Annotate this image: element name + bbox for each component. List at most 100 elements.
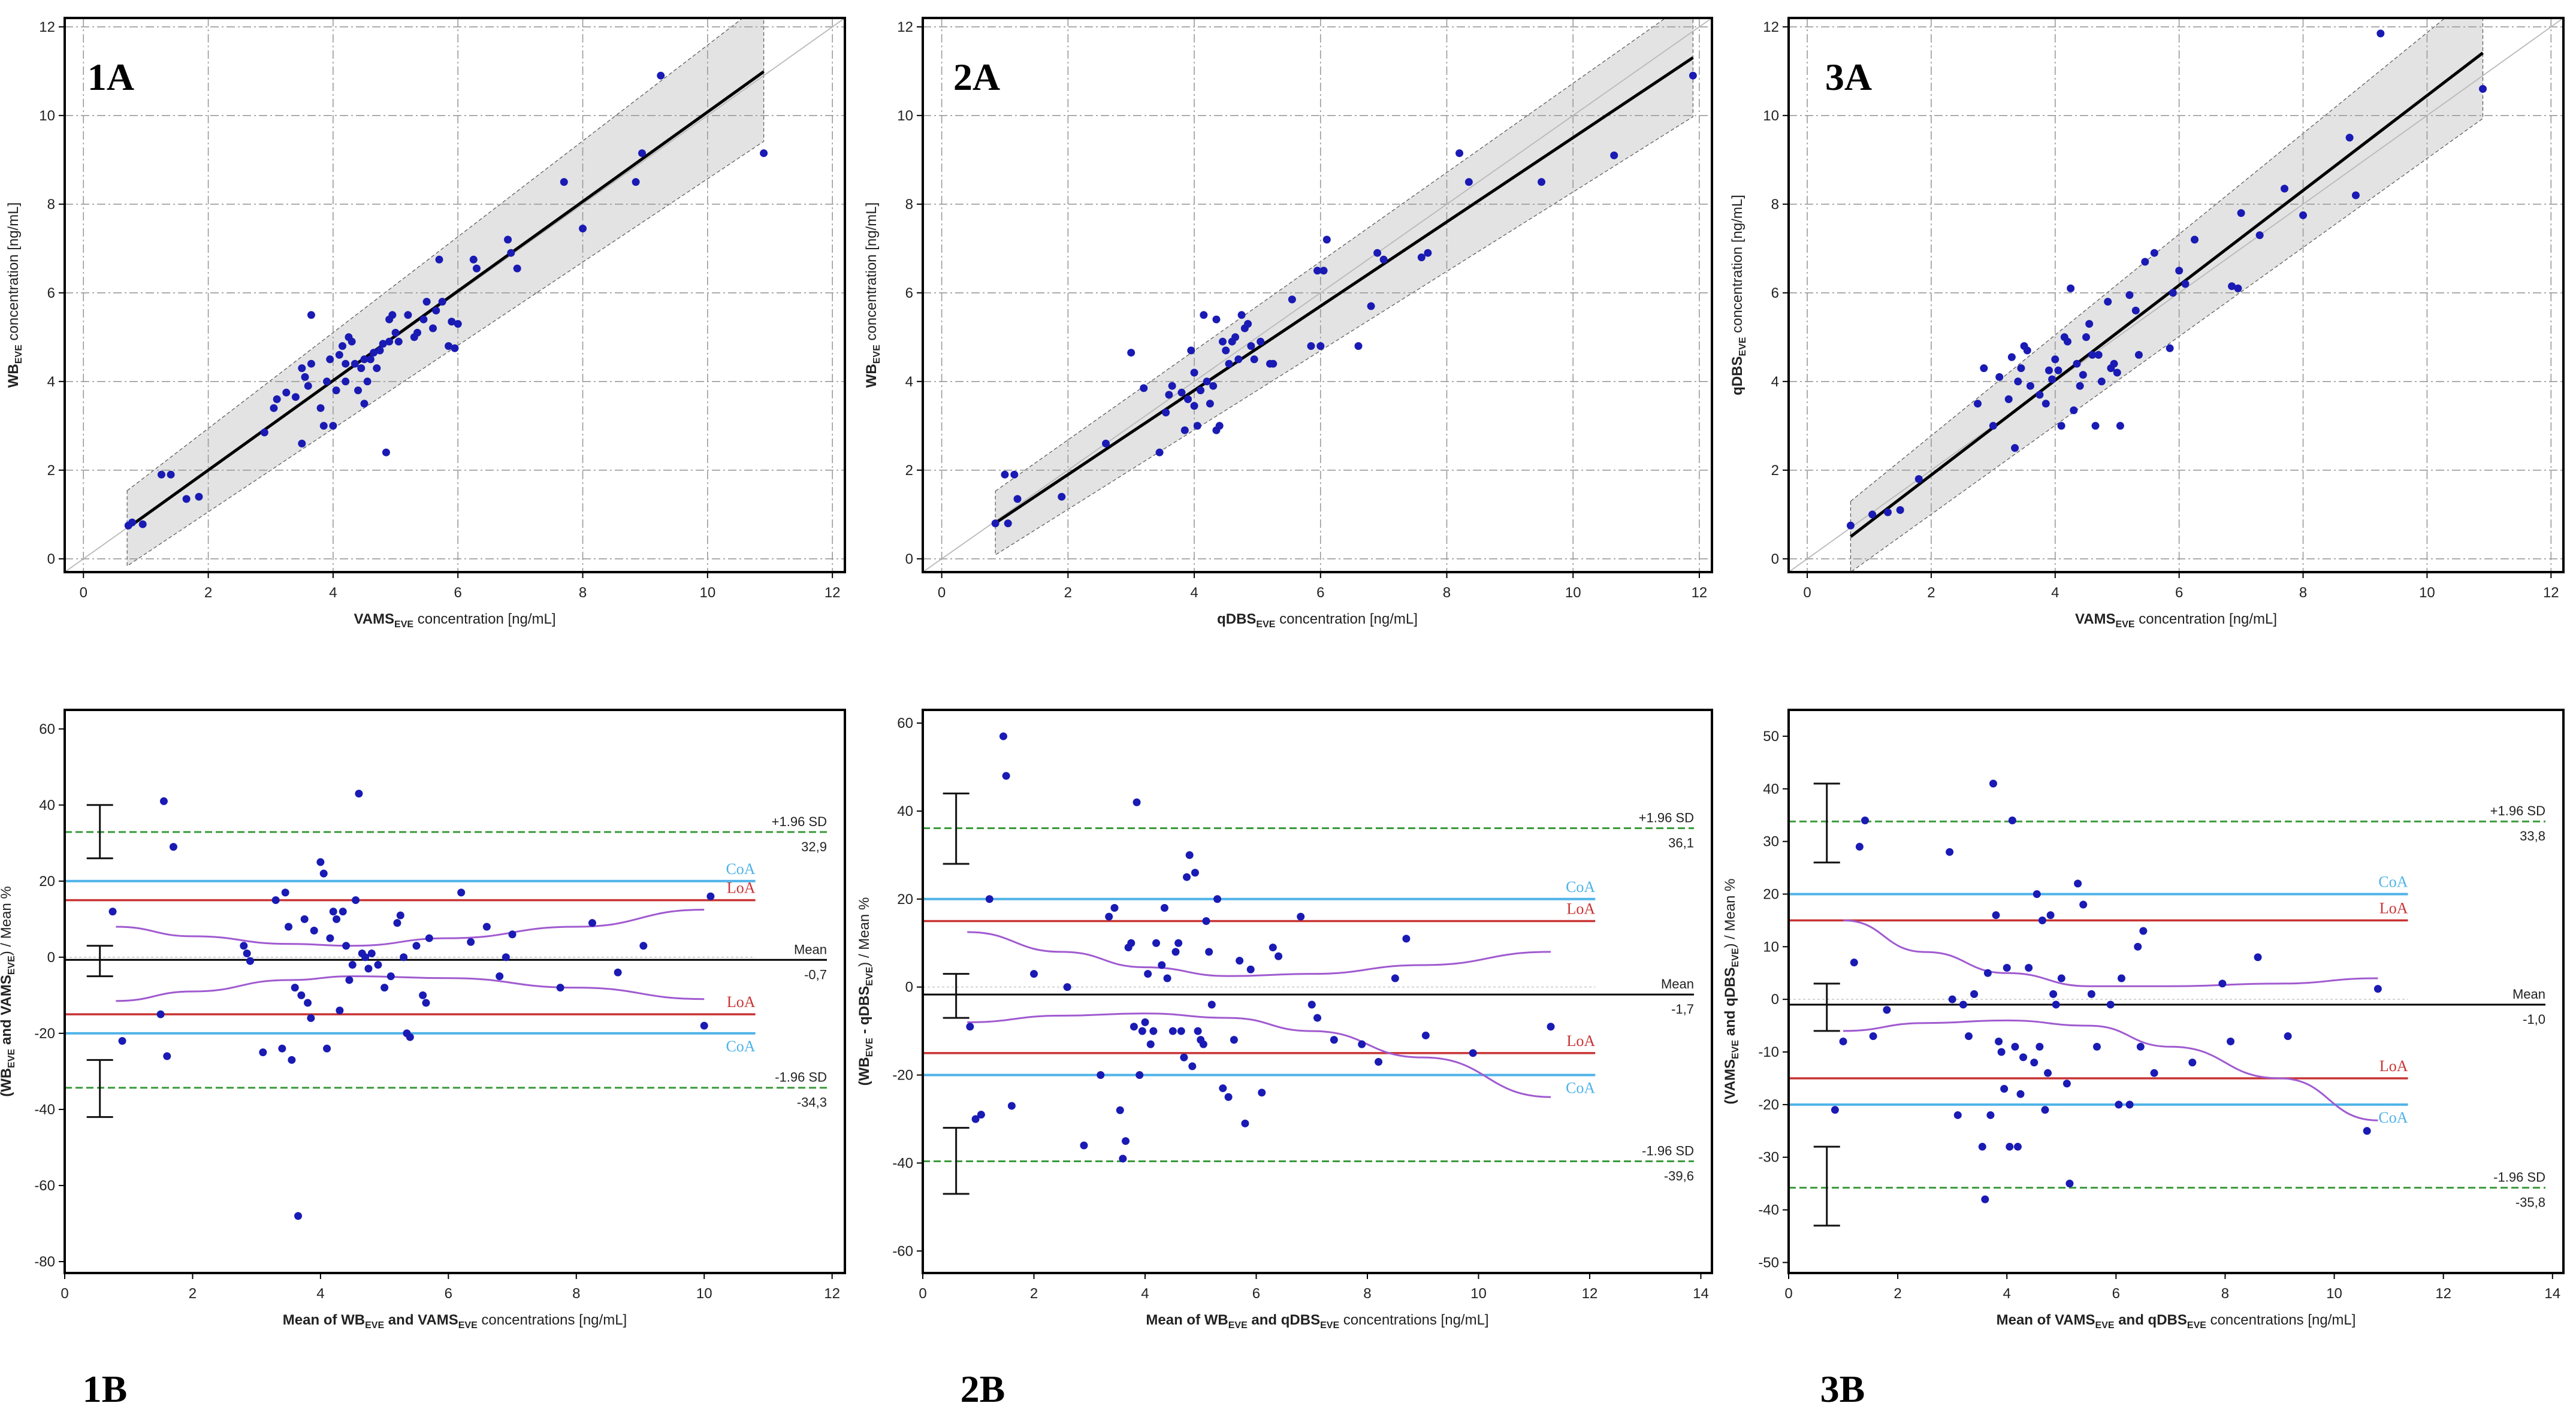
data-point (1149, 1027, 1158, 1035)
data-point (182, 495, 191, 503)
x-tick-label: 2 (189, 1286, 197, 1302)
data-point (2004, 395, 2013, 403)
data-point (380, 984, 389, 992)
data-point (291, 984, 299, 992)
data-point (333, 915, 341, 923)
data-point (1330, 1036, 1338, 1044)
x-tick-label: 2 (204, 585, 212, 601)
data-point (1269, 359, 1278, 368)
x-axis-label: VAMSEVE concentration [ng/mL] (354, 611, 555, 630)
y-tick-label: 2 (1771, 462, 1779, 479)
data-point (451, 344, 459, 352)
regression-line (994, 56, 1694, 525)
x-tick-label: 8 (1443, 585, 1451, 601)
y-tick-label: 8 (47, 196, 55, 213)
data-point (1168, 1027, 1177, 1035)
data-point (1375, 1058, 1383, 1066)
data-point (243, 949, 251, 957)
data-point (1138, 1027, 1146, 1035)
data-point (1202, 917, 1210, 925)
y-tick-label: 12 (897, 19, 913, 35)
data-point (2030, 1059, 2039, 1067)
data-point (278, 1044, 286, 1053)
sd-upper-value: 32,9 (801, 839, 827, 854)
data-point (319, 422, 328, 430)
mean-label: Mean (1661, 976, 1694, 991)
data-point (700, 1021, 708, 1030)
data-point (2023, 346, 2031, 355)
data-point (971, 1115, 980, 1123)
data-point (1914, 475, 1923, 483)
y-tick-label: 40 (39, 797, 55, 814)
data-point (2036, 1042, 2044, 1051)
sd-lower-label: -1.96 SD (2493, 1170, 2545, 1185)
data-point (2062, 1080, 2071, 1088)
data-point (1469, 1049, 1477, 1057)
data-point (297, 991, 306, 999)
data-point (513, 264, 521, 273)
y-tick-label: 6 (47, 285, 55, 301)
x-tick-label: 12 (1692, 585, 1708, 601)
data-point (1102, 439, 1110, 448)
data-point (457, 888, 466, 897)
data-point (2254, 953, 2262, 962)
x-tick-label: 8 (2299, 585, 2307, 601)
data-point (1174, 939, 1183, 947)
data-point (2175, 267, 2184, 275)
x-tick-label: 14 (2544, 1286, 2560, 1302)
data-point (1989, 422, 1997, 430)
y-tick-label: -60 (892, 1243, 913, 1259)
data-point (1203, 377, 1211, 386)
data-point (2150, 249, 2158, 257)
data-point (985, 895, 993, 903)
y-tick-label: 2 (905, 462, 913, 479)
y-tick-label: -10 (1758, 1044, 1779, 1060)
data-point (2227, 1037, 2235, 1045)
data-point (2125, 291, 2134, 299)
x-tick-label: 6 (1316, 585, 1324, 601)
data-point (2228, 282, 2236, 291)
y-tick-label: 0 (905, 551, 913, 567)
loa-upper-label: LoA (1567, 900, 1596, 918)
data-point (2191, 235, 2199, 244)
data-point (2063, 337, 2071, 346)
data-point (301, 373, 309, 381)
x-tick-label: 4 (316, 1286, 324, 1302)
data-point (1222, 346, 1230, 355)
y-tick-label: 4 (47, 374, 55, 390)
data-point (2041, 1106, 2049, 1114)
data-point (1152, 939, 1161, 947)
data-point (246, 957, 254, 965)
data-point (1130, 1023, 1138, 1031)
data-point (2113, 368, 2121, 377)
y-tick-label: 2 (47, 462, 55, 479)
data-point (1002, 772, 1010, 780)
y-tick-label: 10 (1763, 939, 1779, 955)
chart-1b: -80 -60 -40 -20 0 20 40 60 0 2 4 6 8 10 12 +1.96 SD 32,9… (0, 709, 846, 1410)
data-point (1297, 912, 1305, 921)
data-point (2065, 1180, 2074, 1188)
data-point (156, 1010, 165, 1018)
data-point (1247, 342, 1255, 350)
plot-area (1789, 710, 2563, 1273)
data-point (2019, 1053, 2028, 1062)
data-point (1896, 506, 1904, 514)
coa-lower-label: CoA (2378, 1109, 2408, 1126)
data-point (1689, 71, 1697, 80)
data-point (1995, 1037, 2003, 1045)
data-point (2376, 29, 2385, 38)
data-point (360, 355, 369, 364)
data-point (326, 355, 334, 364)
mean-value: -1,7 (1671, 1002, 1694, 1017)
data-point (1964, 1032, 1973, 1041)
data-point (285, 923, 293, 931)
data-point (1177, 388, 1186, 397)
data-point (469, 255, 478, 264)
data-point (2136, 1042, 2145, 1051)
data-point (1194, 1027, 1202, 1035)
data-point (351, 359, 359, 368)
data-point (2255, 231, 2264, 240)
data-point (1288, 295, 1296, 304)
data-point (400, 953, 408, 962)
data-point (422, 298, 431, 306)
